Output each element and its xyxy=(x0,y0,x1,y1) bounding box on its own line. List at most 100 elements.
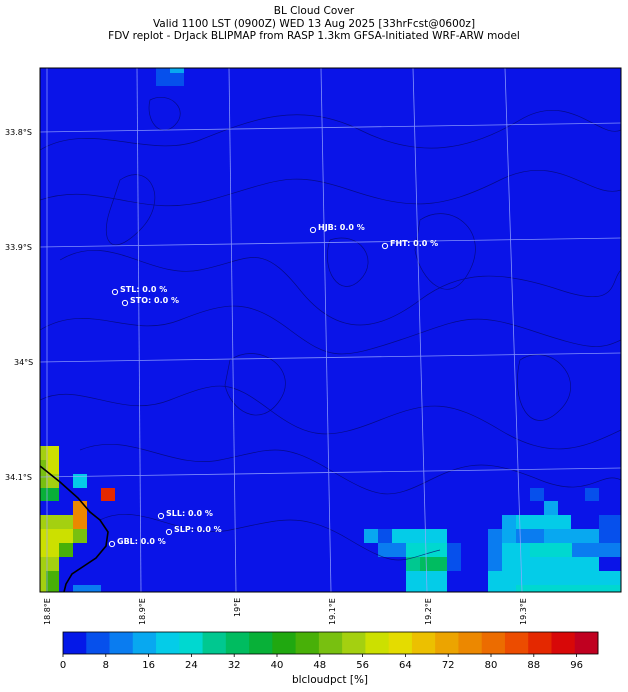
colorbar-swatch xyxy=(63,632,87,654)
cloud-cell xyxy=(392,529,447,543)
cloud-cell xyxy=(544,501,558,515)
colorbar-swatch xyxy=(574,632,599,654)
station-label: HJB: 0.0 % xyxy=(318,223,365,232)
cloud-cell xyxy=(599,515,621,543)
colorbar-swatch xyxy=(504,632,529,654)
station-stl: STL: 0.0 % xyxy=(111,285,167,296)
cloud-cell xyxy=(73,529,87,543)
lon-label: 18.8°E xyxy=(43,598,52,625)
cloud-cell xyxy=(40,488,59,501)
colorbar-tick-label: 48 xyxy=(313,660,327,671)
cloud-cell xyxy=(378,529,392,543)
colorbar-swatch xyxy=(109,632,134,654)
cloud-cell xyxy=(516,529,544,543)
colorbar-swatch xyxy=(179,632,204,654)
cloud-cell xyxy=(378,543,406,557)
colorbar-frame xyxy=(62,631,599,655)
valid-time-line: Valid 1100 LST (0900Z) WED 13 Aug 2025 [… xyxy=(152,17,476,30)
colorbar-tick-label: 72 xyxy=(441,660,455,671)
colorbar-tick-label: 8 xyxy=(102,660,109,671)
cloud-cell xyxy=(40,460,46,488)
lon-label: 19.2°E xyxy=(424,598,433,625)
cloud-cell xyxy=(502,515,516,543)
lat-label: 34°S xyxy=(14,358,34,367)
lat-label: 33.8°S xyxy=(5,128,32,137)
station-label: GBL: 0.0 % xyxy=(117,537,166,546)
map-title: BL Cloud Cover xyxy=(273,5,355,17)
colorbar-ticks xyxy=(62,654,577,657)
map-frame xyxy=(39,67,622,593)
colorbar-swatch xyxy=(249,632,273,654)
colorbar-swatch xyxy=(132,632,157,654)
cloud-cell xyxy=(516,515,571,529)
station-marker xyxy=(157,512,165,520)
colorbar-swatch xyxy=(86,632,111,654)
colorbar-swatch xyxy=(295,632,320,654)
station-marker xyxy=(121,299,129,307)
cloud-cell xyxy=(73,585,101,592)
colorbar-swatch xyxy=(156,632,180,654)
lon-label: 18.9°E xyxy=(138,598,147,625)
station-marker xyxy=(165,528,173,536)
colorbar-swatch xyxy=(318,632,343,654)
cloud-cell xyxy=(530,557,599,571)
lat-label: 34.1°S xyxy=(5,473,32,482)
station-hjb: HJB: 0.0 % xyxy=(309,223,365,234)
station-gbl: GBL: 0.0 % xyxy=(108,537,166,548)
colorbar-swatch xyxy=(528,632,552,654)
colorbar-label: blcloudpct [%] xyxy=(291,674,369,686)
colorbar-tick-label: 24 xyxy=(185,660,198,671)
station-label: FHT: 0.0 % xyxy=(390,239,438,248)
cloud-cell xyxy=(40,529,73,543)
colorbar-swatch xyxy=(272,632,297,654)
colorbar-swatch xyxy=(435,632,459,654)
colorbar-tick-label: 0 xyxy=(59,660,67,671)
station-label: STO: 0.0 % xyxy=(130,296,179,305)
cloud-cell xyxy=(572,543,599,557)
source-line: FDV replot - DrJack BLIPMAP from RASP 1.… xyxy=(108,30,520,42)
colorbar-tick-label: 64 xyxy=(399,660,412,671)
cloud-cell xyxy=(101,488,115,501)
cloud-cell xyxy=(46,571,59,592)
cloud-cell xyxy=(40,446,46,460)
colorbar-tick-label: 96 xyxy=(570,660,583,671)
colorbar-tick-label: 32 xyxy=(227,660,241,671)
cloud-cell xyxy=(502,543,530,571)
graticule xyxy=(40,68,621,592)
colorbar-tick-label: 80 xyxy=(484,660,498,671)
lon-label: 19°E xyxy=(233,597,242,617)
lat-label: 33.9°S xyxy=(5,243,32,252)
cloud-cell xyxy=(40,515,73,529)
cloud-cell xyxy=(530,488,544,501)
cloud-cell xyxy=(599,543,621,557)
stations: HJB: 0.0 % FHT: 0.0 % STL: 0.0 % STO: 0.… xyxy=(108,223,438,548)
station-label: STL: 0.0 % xyxy=(120,285,167,294)
lon-label: 19.1°E xyxy=(328,598,337,625)
colorbar-tick-label: 16 xyxy=(142,660,155,671)
cloud-cell xyxy=(170,68,184,73)
colorbar-swatch xyxy=(225,632,250,654)
lon-label: 19.3°E xyxy=(519,598,528,625)
cloud-cell xyxy=(73,474,87,488)
title-block: BL Cloud Cover Valid 1100 LST (0900Z) WE… xyxy=(0,5,628,43)
cloud-cell xyxy=(73,501,87,515)
cloud-cell xyxy=(364,529,378,543)
cloud-cell xyxy=(530,543,572,557)
station-marker xyxy=(111,288,119,296)
colorbar-tick-label: 40 xyxy=(270,660,284,671)
station-sll: SLL: 0.0 % xyxy=(157,509,213,520)
cloud-cell xyxy=(420,557,447,571)
colorbar-swatch xyxy=(458,632,483,654)
colorbar-swatch xyxy=(202,632,227,654)
cloud-cell xyxy=(447,543,461,571)
colorbar-swatch xyxy=(481,632,506,654)
colorbar-swatch xyxy=(365,632,390,654)
station-marker xyxy=(108,540,116,548)
map-background xyxy=(40,68,621,592)
cloud-cell xyxy=(73,515,87,529)
colorbar xyxy=(63,632,599,654)
station-fht: FHT: 0.0 % xyxy=(381,239,438,250)
cloud-cell xyxy=(544,529,599,543)
cloud-cell xyxy=(406,543,447,557)
